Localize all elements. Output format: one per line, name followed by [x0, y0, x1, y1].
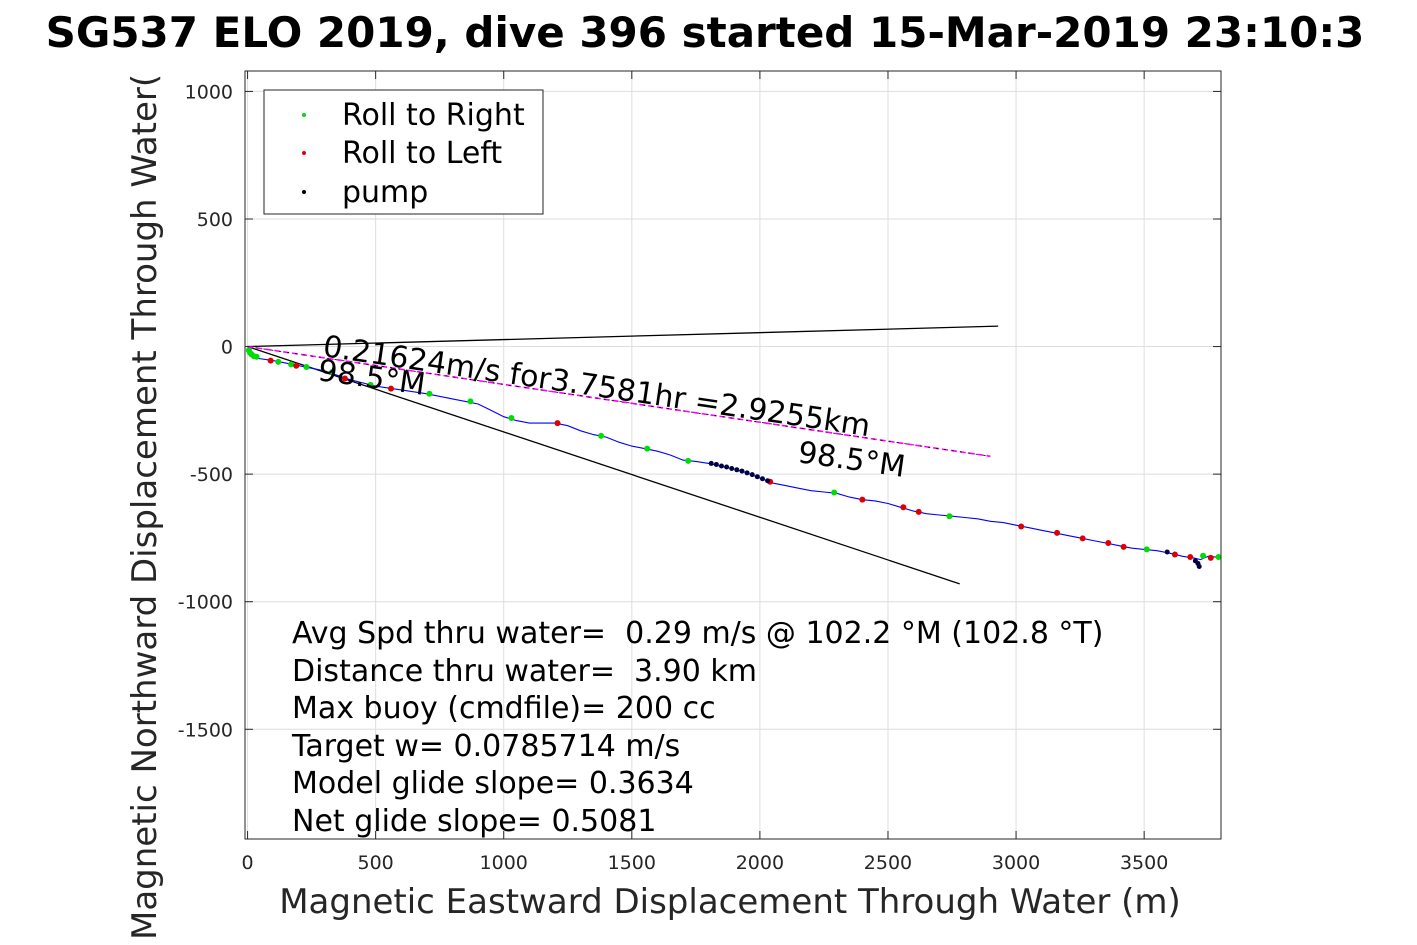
pump-point	[754, 474, 760, 480]
roll-right-point	[831, 489, 838, 496]
roll-right-point	[367, 381, 374, 388]
roll-right-point	[1215, 554, 1222, 561]
roll-right-point	[467, 398, 474, 405]
y-tick-label: -1500	[178, 719, 233, 741]
roll-right-point	[685, 457, 692, 464]
roll-left-point	[1018, 523, 1025, 530]
roll-right-point	[275, 358, 282, 365]
roll-left-point	[267, 357, 274, 364]
roll-right-point	[303, 363, 310, 370]
info-text-block: Avg Spd thru water= 0.29 m/s @ 102.2 °M …	[291, 616, 1103, 839]
roll-left-point	[1105, 540, 1112, 547]
legend: Roll to Right Roll to Left pump	[263, 89, 544, 215]
current-line-overlay	[247, 346, 991, 457]
info-avg-speed: Avg Spd thru water= 0.29 m/s @ 102.2 °M …	[292, 616, 1103, 651]
info-net-glide-slope: Net glide slope= 0.5081	[292, 804, 656, 839]
y-axis-label: Magnetic Northward Displacement Through …	[125, 74, 165, 940]
y-tick-label: -1000	[178, 592, 233, 614]
pump-point	[708, 460, 714, 466]
heading-line	[247, 345, 960, 585]
pump-point	[713, 461, 719, 467]
pump-point	[739, 468, 745, 474]
y-tick-labels: 1000 500 0 -500 -1000 -1500	[178, 81, 233, 741]
x-tick-label: 3500	[1120, 852, 1168, 874]
roll-right-point	[329, 369, 336, 376]
pump-point	[744, 470, 750, 476]
pump-point	[729, 466, 735, 472]
plot-frame	[244, 70, 1222, 840]
heading-line	[247, 325, 999, 348]
legend-marker-roll-left	[302, 151, 306, 155]
roll-left-point	[341, 375, 348, 382]
roll-left-point	[388, 385, 395, 392]
track-line	[247, 351, 1222, 561]
roll-left-point	[1171, 551, 1178, 558]
roll-right-point	[426, 390, 433, 397]
legend-label-roll-left: Roll to Left	[342, 136, 502, 171]
legend-label-roll-right: Roll to Right	[342, 98, 525, 133]
chart-title: SG537 ELO 2019, dive 396 started 15-Mar-…	[46, 8, 1365, 57]
legend-label-pump: pump	[342, 175, 428, 210]
roll-right-point	[1200, 552, 1207, 559]
x-tick-label: 0	[242, 852, 254, 874]
legend-marker-roll-right	[302, 113, 306, 117]
roll-left-point	[1187, 554, 1194, 561]
roll-left-point	[554, 420, 561, 427]
pump-point	[749, 472, 755, 478]
roll-right-point	[644, 445, 651, 452]
legend-box	[263, 89, 544, 215]
pump-point	[765, 478, 771, 484]
roll-left-point	[859, 496, 866, 503]
x-tick-label: 3000	[992, 852, 1040, 874]
pump-point	[718, 463, 724, 469]
roll-left-point	[915, 508, 922, 515]
dive-track	[247, 351, 1222, 561]
x-tick-label: 1500	[608, 852, 656, 874]
reference-lines	[247, 325, 999, 585]
roll-right-point	[253, 353, 260, 360]
info-model-glide-slope: Model glide slope= 0.3634	[292, 766, 694, 801]
roll-left-point	[1054, 529, 1061, 536]
y-tick-label: -500	[190, 464, 233, 486]
y-tick-label: 1000	[185, 81, 233, 103]
roll-left-point	[1079, 535, 1086, 542]
y-tick-label: 0	[221, 337, 233, 359]
info-target-w: Target w= 0.0785714 m/s	[291, 729, 680, 764]
pump-point	[1196, 564, 1202, 570]
roll-left-point	[1207, 554, 1214, 561]
x-axis-label: Magnetic Eastward Displacement Through W…	[279, 882, 1181, 922]
legend-marker-pump	[302, 190, 306, 194]
roll-right-point	[288, 361, 295, 368]
x-tick-label: 500	[358, 852, 394, 874]
info-distance: Distance thru water= 3.90 km	[292, 654, 757, 689]
x-tick-label: 2000	[736, 852, 784, 874]
roll-left-point	[1120, 543, 1127, 550]
x-tick-labels: 0 500 1000 1500 2000 2500 3000 3500	[242, 852, 1169, 874]
roll-right-point	[1143, 546, 1150, 553]
roll-right-point	[598, 432, 605, 439]
x-tick-label: 2500	[864, 852, 912, 874]
pump-point	[759, 476, 765, 482]
roll-right-point	[946, 513, 953, 520]
roll-left-point	[900, 504, 907, 511]
info-max-buoy: Max buoy (cmdfile)= 200 cc	[292, 691, 716, 726]
grid	[245, 71, 1221, 839]
pump-point	[1164, 549, 1170, 555]
roll-right-point	[508, 415, 515, 422]
pump-point	[734, 467, 740, 473]
roll-left-point	[293, 362, 300, 369]
y-tick-label: 500	[197, 209, 233, 231]
marker-points	[245, 347, 1222, 570]
x-tick-label: 1000	[480, 852, 528, 874]
pump-point	[724, 464, 730, 470]
